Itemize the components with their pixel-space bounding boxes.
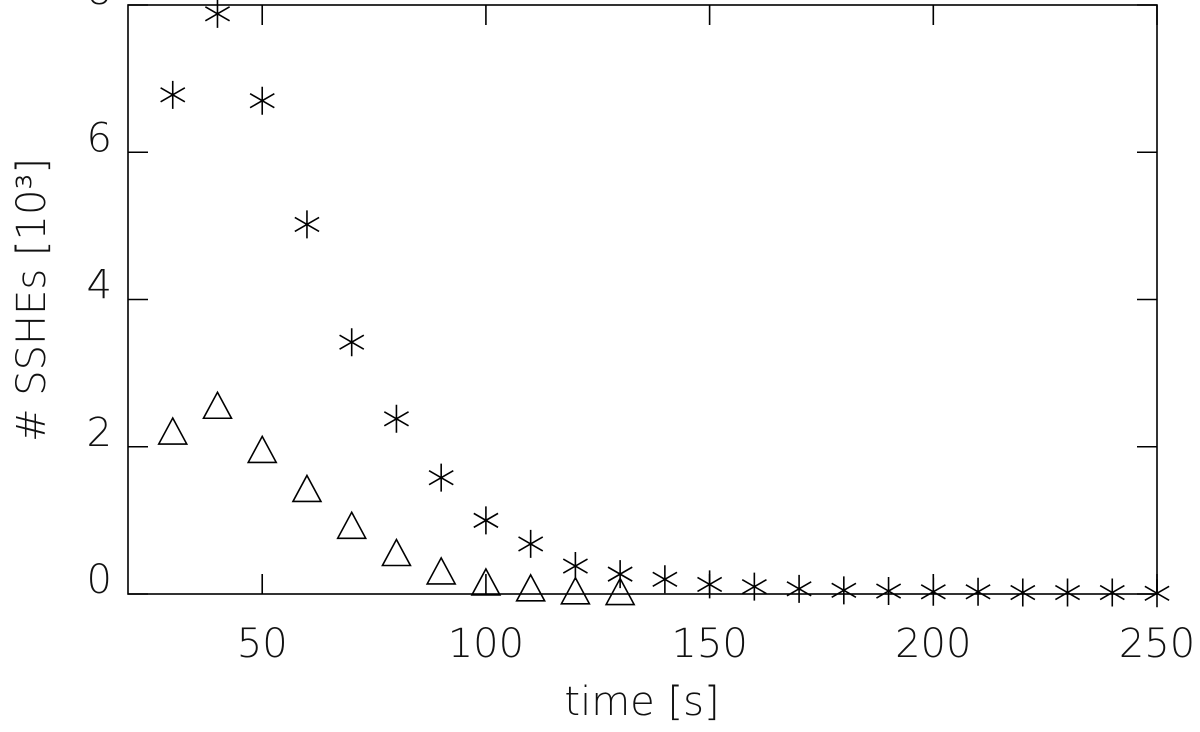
x-tick-label: 150	[671, 621, 747, 667]
marker	[246, 434, 278, 464]
marker	[786, 574, 812, 603]
marker	[604, 576, 636, 606]
marker	[157, 416, 189, 445]
marker	[1099, 578, 1125, 607]
marker	[920, 577, 946, 606]
marker	[697, 570, 723, 599]
marker	[1055, 578, 1081, 607]
x-axis-label: time [s]	[564, 679, 719, 725]
x-tick-label: 250	[1119, 621, 1195, 667]
marker	[339, 328, 365, 357]
marker	[652, 565, 678, 594]
marker	[518, 529, 544, 558]
marker	[560, 576, 591, 605]
plot-frame	[127, 4, 1158, 595]
marker	[204, 0, 231, 28]
marker	[473, 506, 499, 535]
marker	[428, 463, 454, 492]
x-tick-label: 200	[895, 621, 971, 667]
y-tick-label: 4	[87, 263, 112, 309]
y-tick-label: 2	[87, 410, 112, 456]
marker	[562, 552, 588, 581]
y-tick-label: 0	[87, 557, 112, 603]
y-axis-label: # SSHEs [10³]	[9, 158, 55, 442]
marker	[202, 390, 233, 420]
x-tick-label: 100	[448, 621, 524, 667]
y-tick-label: 6	[87, 115, 112, 161]
y-tick-label: 8	[87, 0, 112, 14]
marker	[876, 577, 902, 606]
marker	[515, 573, 546, 602]
marker	[249, 86, 275, 115]
marker	[294, 210, 320, 239]
marker	[425, 556, 457, 585]
marker	[1144, 579, 1170, 608]
marker	[291, 473, 323, 503]
marker	[470, 567, 502, 596]
marker	[607, 560, 633, 589]
marker	[741, 572, 767, 601]
x-tick-label: 50	[237, 621, 288, 667]
marker	[160, 80, 186, 109]
marker	[381, 537, 412, 567]
marker	[831, 576, 857, 605]
marker	[336, 510, 368, 540]
marker	[965, 577, 991, 606]
marker	[1010, 578, 1036, 607]
marker	[383, 404, 409, 433]
